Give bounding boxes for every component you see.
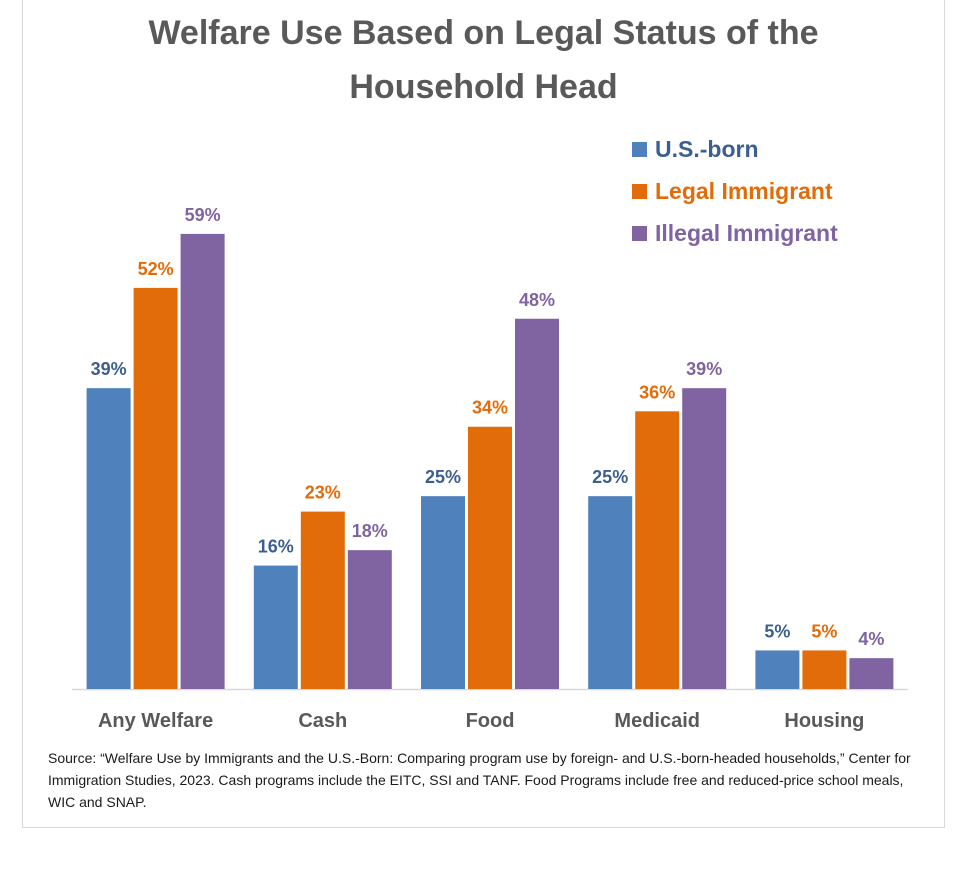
bar-illegal-immigrant-cash xyxy=(347,550,392,689)
data-label-legal-immigrant-cash: 23% xyxy=(305,483,341,503)
data-label-us-born-food: 25% xyxy=(425,467,461,487)
bar-legal-immigrant-cash xyxy=(300,511,345,689)
bar-legal-immigrant-medicaid xyxy=(635,411,680,689)
bar-us-born-food xyxy=(421,496,465,689)
bar-us-born-medicaid xyxy=(588,496,633,689)
chart-title-line-1: Welfare Use Based on Legal Status of the xyxy=(148,14,819,52)
data-label-us-born-any-welfare: 39% xyxy=(91,359,127,379)
chart-title-line-2: Household Head xyxy=(349,68,618,106)
data-label-illegal-immigrant-medicaid: 39% xyxy=(686,359,722,379)
category-label-cash: Cash xyxy=(298,710,347,732)
legend-swatch-legal-immigrant xyxy=(632,183,647,199)
data-label-illegal-immigrant-food: 48% xyxy=(519,290,555,310)
data-label-legal-immigrant-housing: 5% xyxy=(811,621,837,641)
legend-label-legal-immigrant: Legal Immigrant xyxy=(655,177,833,204)
category-label-medicaid: Medicaid xyxy=(614,710,700,732)
data-label-illegal-immigrant-any-welfare: 59% xyxy=(185,205,221,225)
bar-legal-immigrant-housing xyxy=(802,650,847,689)
data-label-us-born-medicaid: 25% xyxy=(592,467,628,487)
category-label-housing: Housing xyxy=(784,710,864,732)
source-note: Source: “Welfare Use by Immigrants and t… xyxy=(48,750,911,810)
category-label-food: Food xyxy=(466,710,515,732)
legend-item-legal-immigrant: Legal Immigrant xyxy=(632,170,838,212)
bar-us-born-housing xyxy=(755,650,800,689)
chart-title: Welfare Use Based on Legal Status of the… xyxy=(22,6,945,114)
bar-legal-immigrant-food xyxy=(468,426,512,689)
bar-illegal-immigrant-medicaid xyxy=(682,388,727,689)
data-label-us-born-housing: 5% xyxy=(764,621,790,641)
data-label-illegal-immigrant-cash: 18% xyxy=(352,521,388,541)
legend-label-us-born: U.S.-born xyxy=(655,135,759,162)
category-label-any-welfare: Any Welfare xyxy=(98,710,213,732)
legend-item-illegal-immigrant: Illegal Immigrant xyxy=(632,212,838,254)
legend-swatch-illegal-immigrant xyxy=(632,225,647,241)
bar-illegal-immigrant-food xyxy=(515,318,559,689)
legend-label-illegal-immigrant: Illegal Immigrant xyxy=(655,219,838,246)
bar-us-born-cash xyxy=(253,565,298,689)
data-label-legal-immigrant-food: 34% xyxy=(472,398,508,418)
data-label-legal-immigrant-any-welfare: 52% xyxy=(138,259,174,279)
bar-us-born-any-welfare xyxy=(86,388,131,689)
chart-legend: U.S.-born Legal Immigrant Illegal Immigr… xyxy=(632,128,838,254)
data-label-us-born-cash: 16% xyxy=(258,537,294,557)
bar-illegal-immigrant-any-welfare xyxy=(180,233,225,689)
legend-item-us-born: U.S.-born xyxy=(632,128,838,170)
data-label-illegal-immigrant-housing: 4% xyxy=(858,629,884,649)
bar-illegal-immigrant-housing xyxy=(849,658,894,689)
data-label-legal-immigrant-medicaid: 36% xyxy=(639,382,675,402)
legend-swatch-us-born xyxy=(632,141,647,157)
bar-legal-immigrant-any-welfare xyxy=(133,287,178,689)
